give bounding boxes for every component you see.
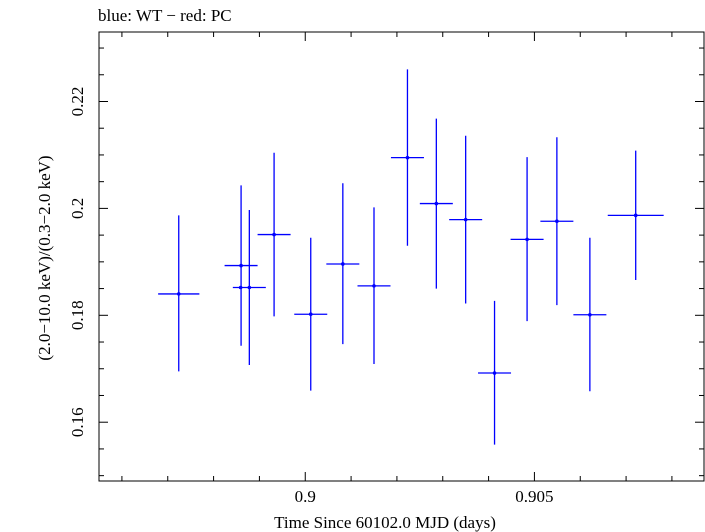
data-point <box>540 137 574 306</box>
plot-frame <box>98 31 705 482</box>
point-marker <box>555 219 559 224</box>
data-point <box>419 118 453 289</box>
y-tick-label: 0.18 <box>68 300 87 330</box>
data-point <box>224 185 258 346</box>
plot-border <box>98 31 705 482</box>
point-marker <box>463 217 468 222</box>
y-axis-label: (2.0−10.0 keV)/(0.3−2.0 keV) <box>35 155 54 360</box>
data-point <box>510 157 544 322</box>
point-marker <box>308 312 313 317</box>
data-point <box>357 207 391 364</box>
axis-ticks <box>99 32 704 481</box>
point-marker <box>247 285 252 290</box>
point-marker <box>492 371 497 375</box>
x-tick-label: 0.9 <box>295 487 316 506</box>
data-point <box>607 150 664 281</box>
data-point <box>294 237 328 391</box>
point-marker <box>434 201 439 206</box>
point-marker <box>405 155 410 160</box>
x-tick-label: 0.905 <box>515 487 553 506</box>
chart-title: blue: WT − red: PC <box>98 6 232 25</box>
data-point <box>257 152 291 317</box>
data-point <box>449 135 483 304</box>
data-point <box>158 215 200 372</box>
y-tick-label: 0.22 <box>68 87 87 117</box>
point-marker <box>176 292 181 296</box>
data-points <box>158 69 664 445</box>
axis-tick-labels: 0.9 0.905 0.16 0.18 0.2 0.22 <box>68 87 554 506</box>
x-axis-label: Time Since 60102.0 MJD (days) <box>274 513 496 532</box>
data-point <box>478 300 512 445</box>
data-point <box>573 237 607 392</box>
point-marker <box>372 284 376 288</box>
data-point <box>390 69 424 246</box>
y-tick-label: 0.16 <box>68 407 87 437</box>
data-point <box>326 183 360 345</box>
point-marker <box>588 312 592 317</box>
y-tick-label: 0.2 <box>68 198 87 219</box>
point-marker <box>525 237 529 242</box>
data-point <box>232 209 266 366</box>
point-marker <box>341 262 345 266</box>
point-marker <box>239 263 243 268</box>
point-marker <box>272 232 276 237</box>
point-marker <box>633 213 638 218</box>
